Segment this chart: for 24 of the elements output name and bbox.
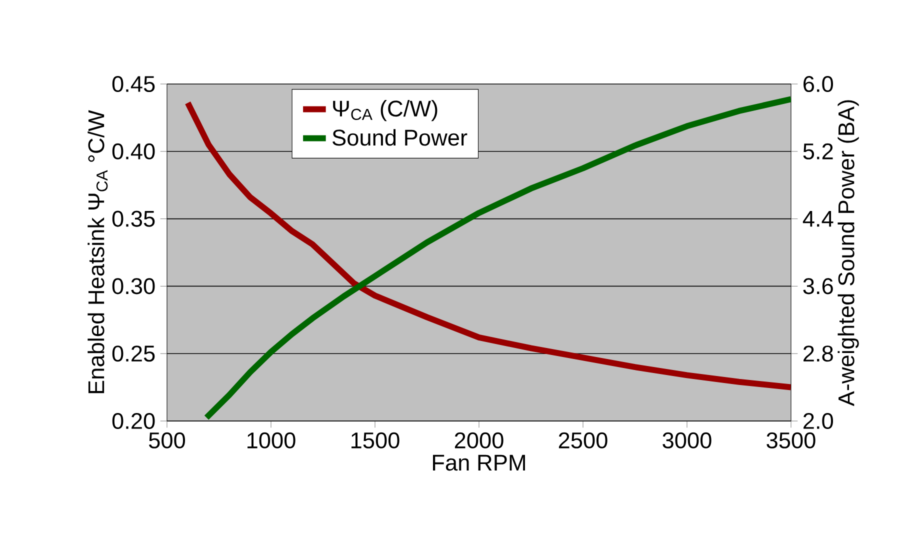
y2-axis-title: A-weighted Sound Power (BA) <box>838 100 859 406</box>
y2-tick-label: 2.0 <box>804 412 834 430</box>
legend-label: Ψ$_{CA}$ (C/W) <box>333 100 438 122</box>
y2-tick-label: 2.8 <box>804 346 833 362</box>
x-tick-label: 2000 <box>454 432 504 448</box>
x-tick-label: 500 <box>148 432 186 448</box>
y-tick-label: 0.35 <box>112 210 155 227</box>
x-tick-label: 3500 <box>766 432 816 448</box>
legend-label: Sound Power <box>332 129 468 146</box>
x-tick-label: 3000 <box>662 432 712 448</box>
x-tick-label: 1000 <box>248 432 296 448</box>
y2-tick-label: 6.0 <box>804 76 834 92</box>
y2-tick-label: 5.2 <box>803 143 833 160</box>
y2-tick-label: 3.6 <box>803 278 833 294</box>
y-tick-label: 0.40 <box>112 143 155 160</box>
y2-tick-label: 4.4 <box>802 211 834 227</box>
y-axis-title: Enabled Heatsink Ψ$_{CA}$ °C/W <box>88 110 108 394</box>
y-tick-label: 0.20 <box>112 412 155 430</box>
x-tick-label: 1500 <box>352 432 400 448</box>
y-tick-label: 0.25 <box>112 346 155 362</box>
x-tick-label: 2500 <box>558 432 608 448</box>
x-axis-title: Fan RPM <box>433 454 525 471</box>
y-tick-label: 0.45 <box>112 76 155 92</box>
y-tick-label: 0.30 <box>112 278 155 294</box>
